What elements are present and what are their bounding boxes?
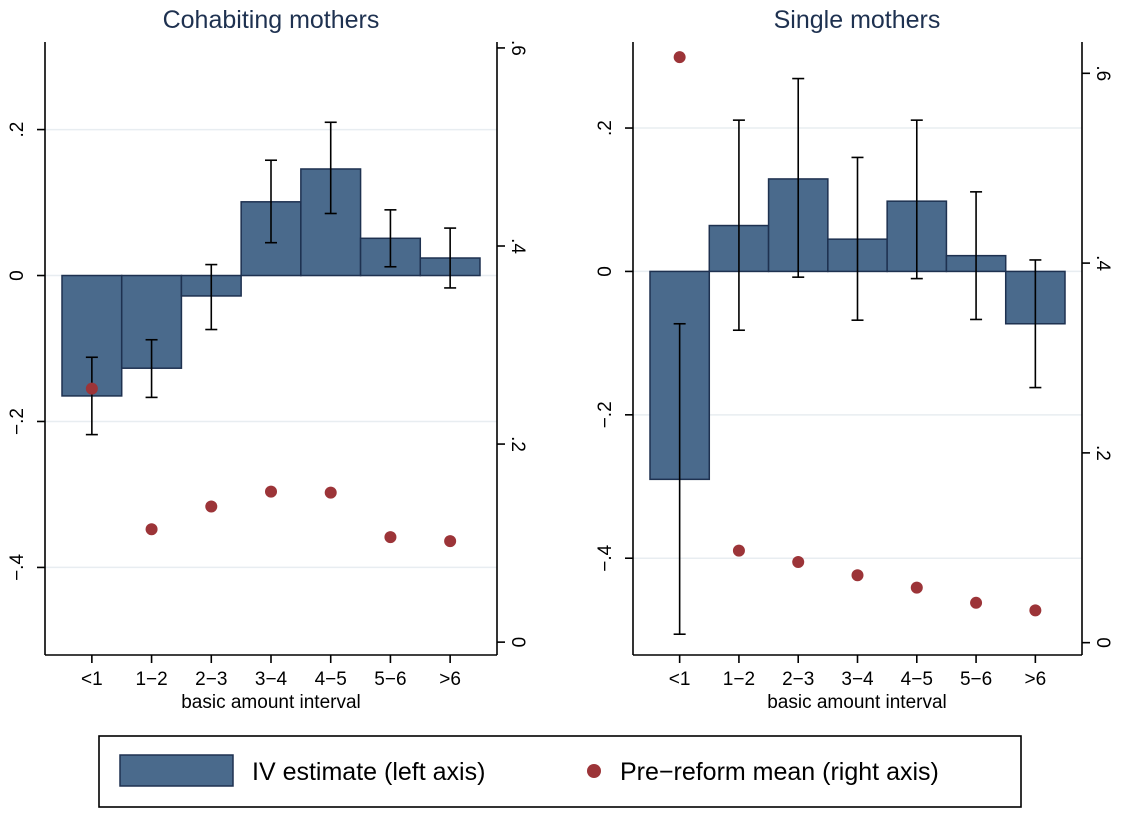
- mean-point: [970, 596, 983, 609]
- mean-point: [792, 556, 805, 569]
- mean-point: [910, 581, 923, 594]
- x-tick-label: 3−4: [255, 669, 288, 690]
- x-tick-label: 2−3: [195, 669, 227, 690]
- panel-single: Single mothers −.4 −.2 0 .2 0 .2 .4 .6 <1 1−2 2−3 3−…: [595, 6, 1113, 713]
- mean-point: [732, 544, 745, 557]
- legend: IV estimate (left axis) Pre−reform mean …: [98, 735, 1022, 808]
- mean-point: [1029, 604, 1042, 617]
- mean-point: [384, 531, 397, 544]
- right-tick-label: .2: [507, 436, 528, 452]
- x-tick-label: 1−2: [723, 669, 755, 690]
- left-tick-label: −.4: [595, 544, 616, 571]
- panel-title: Cohabiting mothers: [163, 6, 380, 34]
- x-tick-label: 5−6: [960, 669, 992, 690]
- x-tick-label: 3−4: [841, 669, 874, 690]
- mean-point: [444, 535, 457, 548]
- x-tick-label: 5−6: [374, 669, 406, 690]
- panel-cohabiting: Cohabiting mothers −.4 −.2 0 .2 0 .2 .4 .6 <1 1−2 2…: [7, 6, 528, 713]
- left-tick-label: −.4: [7, 554, 28, 581]
- legend-label-mean: Pre−reform mean (right axis): [620, 758, 939, 786]
- mean-point: [324, 486, 337, 499]
- x-tick-label: 4−5: [901, 669, 933, 690]
- mean-point: [265, 485, 277, 498]
- right-tick-label: 0: [1092, 637, 1113, 648]
- right-tick-label: .4: [507, 238, 528, 254]
- legend-swatch-mean: [587, 764, 601, 778]
- right-tick-label: .6: [507, 40, 528, 56]
- right-tick-label: .6: [1092, 65, 1113, 81]
- mean-point: [851, 569, 864, 582]
- left-tick-label: −.2: [7, 408, 28, 435]
- legend-frame: [98, 735, 1022, 808]
- left-tick-label: .2: [7, 122, 28, 138]
- mean-point: [85, 382, 98, 395]
- left-tick-label: 0: [7, 270, 28, 281]
- mean-point: [673, 51, 686, 64]
- panel-title: Single mothers: [774, 6, 941, 34]
- mean-point: [145, 523, 158, 536]
- right-tick-label: .4: [1092, 255, 1113, 271]
- x-axis-title: basic amount interval: [767, 692, 947, 713]
- left-tick-label: .2: [595, 120, 616, 136]
- x-tick-label: 1−2: [135, 669, 167, 690]
- right-tick-label: .2: [1092, 445, 1113, 461]
- x-axis-title: basic amount interval: [181, 692, 361, 713]
- left-tick-label: 0: [595, 266, 616, 277]
- left-tick-label: −.2: [595, 401, 616, 428]
- right-tick-label: 0: [507, 637, 528, 648]
- x-tick-label: <1: [81, 669, 103, 690]
- legend-label-iv: IV estimate (left axis): [252, 758, 485, 786]
- x-tick-label: 4−5: [315, 669, 347, 690]
- x-tick-label: <1: [669, 669, 691, 690]
- legend-swatch-iv: [119, 754, 234, 787]
- x-tick-label: >6: [1025, 669, 1047, 690]
- x-tick-label: >6: [439, 669, 461, 690]
- mean-point: [205, 500, 218, 513]
- x-tick-label: 2−3: [782, 669, 814, 690]
